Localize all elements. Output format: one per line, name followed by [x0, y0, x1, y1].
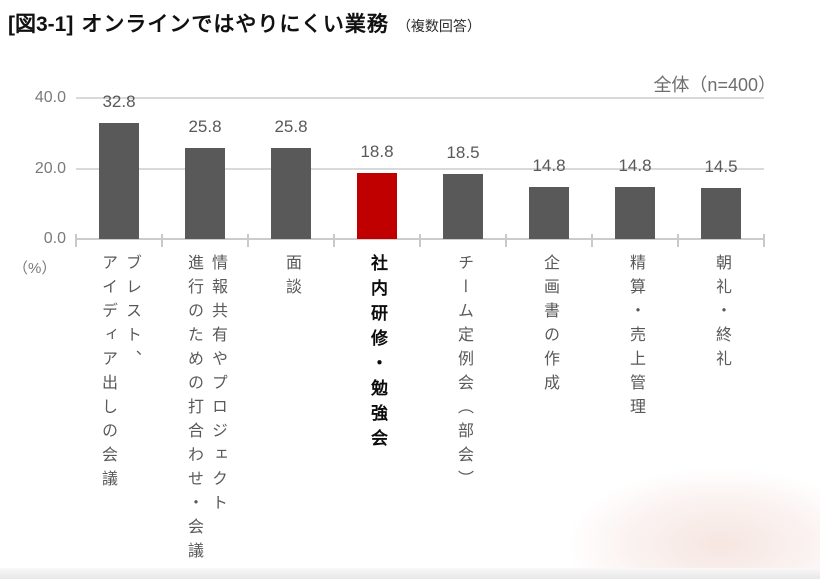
category-label: 面談 [283, 254, 300, 302]
bar [185, 148, 225, 239]
category-column-0: ブレスト、 アイディア出しの会議 [76, 254, 162, 494]
category-label: 情報共有やプロジェクト 進行のための打合わせ・会議 [185, 254, 226, 566]
bar-highlighted [357, 173, 397, 239]
axis-tick [591, 234, 593, 247]
pink-corner-decoration [570, 469, 820, 579]
bar-group-6: 14.8 [592, 79, 678, 239]
category-label: 精算・売上管理 [627, 254, 644, 422]
bar [615, 187, 655, 239]
y-tick-label-40: 40.0 [34, 89, 66, 106]
axis-tick [75, 234, 77, 247]
axis-tick [763, 234, 765, 247]
gridline-40 [76, 97, 764, 99]
category-column-3: 社内研修・勉強会 [334, 254, 420, 454]
category-column-7: 朝礼・終礼 [678, 254, 764, 374]
bar-chart-plot-area: 32.8 25.8 25.8 18.8 18.5 14.8 14.8 14.5 [76, 79, 764, 239]
axis-tick [505, 234, 507, 247]
bar [271, 148, 311, 239]
bar-value-label: 25.8 [188, 117, 222, 136]
category-label: 朝礼・終礼 [713, 254, 730, 374]
category-labels-row: ブレスト、 アイディア出しの会議 情報共有やプロジェクト 進行のための打合わせ・会… [76, 254, 764, 579]
bar-value-label: 18.8 [360, 142, 394, 161]
bar [443, 174, 483, 239]
category-label: 企画書の作成 [541, 254, 558, 398]
bar-value-label: 14.5 [704, 157, 738, 176]
category-label: チーム定例会（部会） [455, 254, 472, 494]
axis-tick [333, 234, 335, 247]
bar-value-label: 14.8 [618, 156, 652, 175]
category-label: ブレスト、 アイディア出しの会議 [99, 254, 140, 494]
bar-group-4: 18.5 [420, 79, 506, 239]
figure-number: [図3-1] [8, 13, 74, 36]
bar [701, 188, 741, 239]
x-axis-ticks [75, 234, 766, 248]
category-column-5: 企画書の作成 [506, 254, 592, 398]
bar-group-5: 14.8 [506, 79, 592, 239]
y-tick-label-20: 20.0 [34, 160, 66, 177]
slide-bottom-edge [0, 568, 820, 579]
bar-group-2: 25.8 [248, 79, 334, 239]
axis-tick [161, 234, 163, 247]
y-tick-label-0: 0.0 [43, 230, 66, 247]
category-column-4: チーム定例会（部会） [420, 254, 506, 494]
category-column-6: 精算・売上管理 [592, 254, 678, 422]
bar-value-label: 18.5 [446, 143, 480, 162]
bar [529, 187, 569, 239]
y-axis-unit-label: （%） [13, 260, 57, 277]
sample-size-note: 全体（n=400） [653, 75, 776, 95]
bar-group-7: 14.5 [678, 79, 764, 239]
bar-value-label: 32.8 [102, 92, 136, 111]
bar-group-3: 18.8 [334, 79, 420, 239]
bar [99, 123, 139, 239]
category-column-1: 情報共有やプロジェクト 進行のための打合わせ・会議 [162, 254, 248, 566]
bar-group-1: 25.8 [162, 79, 248, 239]
bar-group-0: 32.8 [76, 79, 162, 239]
chart-title-text: オンラインではやりにくい業務 [81, 13, 389, 36]
bar-value-label: 14.8 [532, 156, 566, 175]
bar-value-label: 25.8 [274, 117, 308, 136]
axis-tick [677, 234, 679, 247]
category-label: 社内研修・勉強会 [368, 254, 387, 454]
gridline-20 [76, 168, 764, 170]
category-column-2: 面談 [248, 254, 334, 302]
axis-tick [419, 234, 421, 247]
axis-tick [247, 234, 249, 247]
chart-title: [図3-1] オンラインではやりにくい業務 （複数回答） [8, 8, 481, 38]
multiple-answers-note: （複数回答） [396, 18, 481, 34]
